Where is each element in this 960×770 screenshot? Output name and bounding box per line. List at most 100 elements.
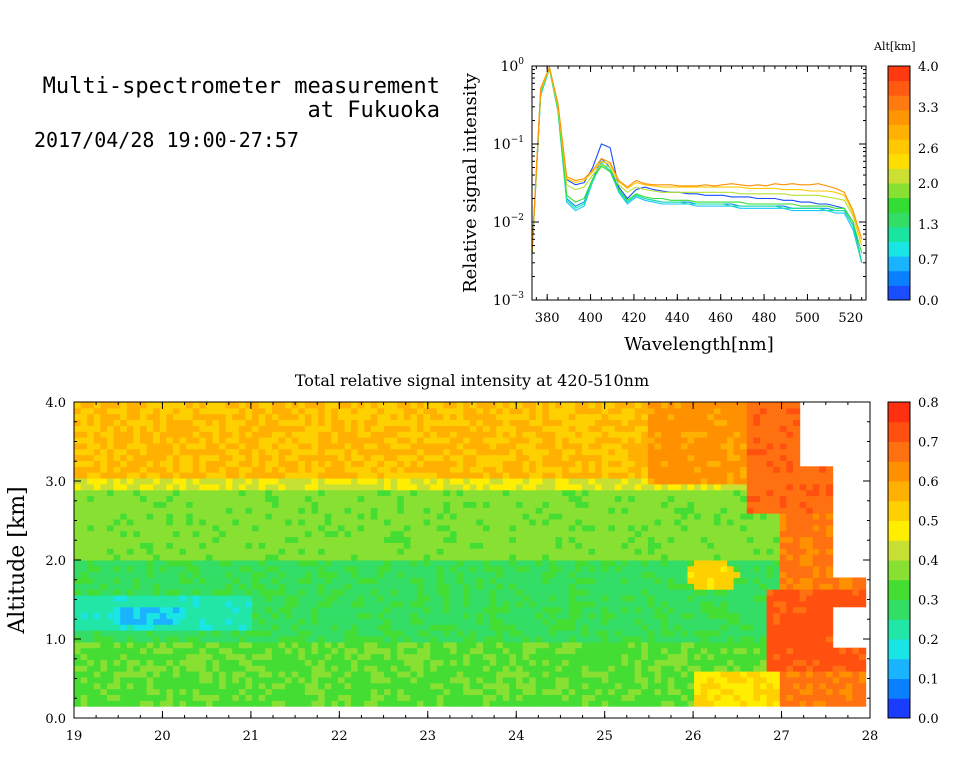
heatmap-cell bbox=[232, 612, 240, 619]
heatmap-cell bbox=[595, 454, 603, 461]
heatmap-cell bbox=[291, 565, 299, 573]
heatmap-cell bbox=[647, 501, 656, 508]
heatmap-cell bbox=[377, 413, 385, 421]
heatmap-cell bbox=[542, 495, 550, 502]
altitude-colorbar-tick-label: 1.3 bbox=[918, 218, 939, 233]
heatmap-cell bbox=[608, 583, 616, 590]
heatmap-cell bbox=[641, 659, 649, 666]
heatmap-cell bbox=[252, 676, 260, 684]
heatmap-cell bbox=[390, 636, 398, 643]
heatmap-cell bbox=[133, 472, 141, 479]
heatmap-cell bbox=[641, 466, 649, 473]
heatmap-cell bbox=[397, 612, 405, 619]
heatmap-cell bbox=[278, 530, 286, 538]
heatmap-cell bbox=[212, 612, 220, 619]
heatmap-cell bbox=[140, 507, 148, 514]
heatmap-cell bbox=[621, 460, 629, 467]
heatmap-cell bbox=[212, 653, 220, 660]
heatmap-cell bbox=[351, 612, 359, 619]
heatmap-cell bbox=[120, 682, 128, 690]
heatmap-cell bbox=[87, 413, 95, 421]
heatmap-cell bbox=[225, 595, 233, 602]
heatmap-cell bbox=[344, 606, 352, 614]
heatmap-cell bbox=[522, 647, 530, 655]
heatmap-cell bbox=[562, 694, 570, 701]
heatmap-cell bbox=[205, 671, 214, 678]
heatmap-cell bbox=[621, 676, 629, 684]
heatmap-cell bbox=[562, 402, 570, 409]
heatmap-cell bbox=[403, 442, 411, 450]
heatmap-cell bbox=[601, 688, 609, 695]
heatmap-cell bbox=[417, 647, 425, 655]
heatmap-cell bbox=[370, 665, 378, 672]
heatmap-cell bbox=[588, 676, 596, 684]
heatmap-cell bbox=[205, 407, 214, 415]
heatmap-cell bbox=[351, 431, 359, 438]
heatmap-cell bbox=[667, 524, 675, 532]
heatmap-cell bbox=[548, 577, 557, 584]
heatmap-cell bbox=[159, 682, 167, 690]
heatmap-cell bbox=[588, 542, 596, 549]
heatmap-cell bbox=[133, 437, 141, 444]
heatmap-cell bbox=[529, 466, 537, 473]
heatmap-cell bbox=[271, 442, 280, 450]
heatmap-cell bbox=[337, 630, 346, 637]
heatmap-cell bbox=[205, 431, 214, 438]
heatmap-cell bbox=[377, 460, 385, 467]
heatmap-cell bbox=[304, 495, 313, 502]
heatmap-cell bbox=[410, 618, 418, 625]
heatmap-cell bbox=[166, 700, 174, 707]
heatmap-cell bbox=[601, 554, 609, 561]
heatmap-cell bbox=[205, 665, 214, 672]
heatmap-cell bbox=[469, 536, 477, 543]
heatmap-cell bbox=[126, 530, 134, 538]
heatmap-cell bbox=[245, 641, 253, 649]
heatmap-cell bbox=[436, 425, 444, 432]
heatmap-cell bbox=[100, 647, 108, 655]
heatmap-cell bbox=[159, 402, 167, 409]
heatmap-cell bbox=[87, 554, 95, 561]
altitude-colorbar-segment bbox=[888, 109, 910, 125]
heatmap-cell bbox=[463, 431, 471, 438]
heatmap-cell bbox=[661, 413, 669, 421]
heatmap-cell bbox=[529, 583, 537, 590]
heatmap-cell bbox=[252, 501, 260, 508]
heatmap-cell bbox=[654, 676, 662, 684]
heatmap-cell bbox=[238, 437, 247, 444]
heatmap-cell bbox=[113, 454, 121, 461]
heatmap-cell bbox=[126, 536, 134, 543]
heatmap-cell bbox=[456, 612, 464, 619]
heatmap-cell bbox=[126, 548, 134, 555]
heatmap-cell bbox=[568, 589, 576, 596]
heatmap-cell bbox=[489, 454, 497, 461]
heatmap-cell bbox=[364, 600, 372, 608]
heatmap-cell bbox=[384, 431, 392, 438]
heatmap-cell bbox=[483, 653, 491, 660]
heatmap-cell bbox=[522, 665, 530, 672]
heatmap-cell bbox=[390, 577, 398, 584]
heatmap-cell bbox=[390, 413, 398, 421]
heatmap-cell bbox=[483, 612, 491, 619]
heatmap-cell bbox=[159, 530, 167, 538]
heatmap-cell bbox=[344, 442, 352, 450]
heatmap-cell bbox=[562, 700, 570, 707]
heatmap-cell bbox=[621, 425, 629, 432]
heatmap-cell bbox=[581, 554, 590, 561]
heatmap-cell bbox=[100, 489, 108, 497]
heatmap-cell bbox=[87, 618, 95, 625]
heatmap-cell bbox=[166, 630, 174, 637]
heatmap-cell bbox=[370, 630, 378, 637]
heatmap-cell bbox=[529, 571, 537, 578]
heatmap-cell bbox=[278, 542, 286, 549]
heatmap-cell bbox=[87, 571, 95, 578]
heatmap-cell bbox=[647, 431, 656, 438]
heatmap-cell bbox=[562, 595, 570, 602]
heatmap-cell bbox=[87, 595, 95, 602]
heatmap-cell bbox=[667, 437, 675, 444]
heatmap-cell bbox=[357, 595, 365, 602]
heatmap-cell bbox=[483, 478, 491, 485]
heatmap-cell bbox=[469, 442, 477, 450]
heatmap-cell bbox=[265, 688, 273, 695]
heatmap-cell bbox=[403, 419, 411, 426]
heatmap-cell bbox=[93, 513, 101, 520]
